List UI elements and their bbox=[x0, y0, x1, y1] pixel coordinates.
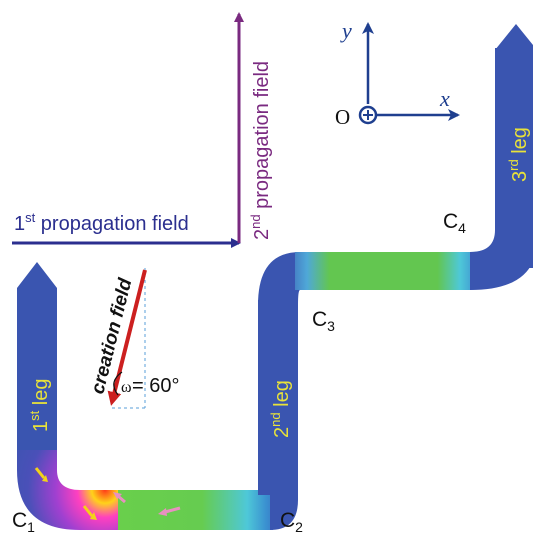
yellow-arrowhead-1 bbox=[42, 475, 48, 482]
first-leg-label: 1st leg bbox=[27, 379, 52, 433]
creation-field: creation field ω = 60° bbox=[87, 268, 179, 409]
pink-arrowhead-1 bbox=[113, 492, 122, 499]
corner-c3-label: C3 bbox=[312, 308, 335, 334]
x-axis-label: x bbox=[439, 86, 450, 111]
second-leg-label: 2nd leg bbox=[268, 380, 293, 438]
corner-c2-label: C2 bbox=[280, 509, 303, 535]
first-leg-tip bbox=[17, 262, 57, 288]
corner-c1-label: C1 bbox=[12, 509, 35, 535]
third-leg-tip bbox=[495, 24, 533, 50]
pink-arrowhead-2 bbox=[158, 508, 167, 516]
yellow-arrow-2 bbox=[82, 505, 94, 517]
domain-arrows bbox=[34, 467, 181, 520]
pink-arrow-1 bbox=[117, 494, 126, 504]
first-propagation-field-label: 1st propagation field bbox=[14, 210, 189, 235]
second-leg-segment bbox=[258, 300, 298, 495]
wire bbox=[17, 24, 533, 530]
origin-label: O bbox=[335, 105, 350, 129]
omega-symbol: ω bbox=[121, 379, 132, 396]
second-propagation-field-label: 2nd propagation field bbox=[248, 61, 273, 240]
omega-value: = 60° bbox=[132, 375, 179, 397]
third-leg-label: 3rd leg bbox=[506, 127, 531, 182]
y-axis-label: y bbox=[340, 18, 352, 43]
yellow-arrowhead-2 bbox=[90, 512, 97, 520]
coordinate-axes: y x O bbox=[335, 18, 460, 129]
first-leg-segment bbox=[17, 288, 57, 458]
yellow-arrow-1 bbox=[34, 467, 46, 479]
pink-arrow-2 bbox=[164, 506, 181, 514]
corner-c4-region bbox=[470, 230, 533, 290]
corner-c2-region bbox=[270, 490, 298, 530]
creation-field-arrow bbox=[107, 269, 147, 406]
corner-c1-region bbox=[17, 450, 120, 530]
bottom-segment bbox=[118, 490, 273, 530]
corner-c4-label: C4 bbox=[443, 210, 466, 236]
middle-segment bbox=[295, 240, 495, 290]
angle-arc bbox=[113, 371, 123, 396]
